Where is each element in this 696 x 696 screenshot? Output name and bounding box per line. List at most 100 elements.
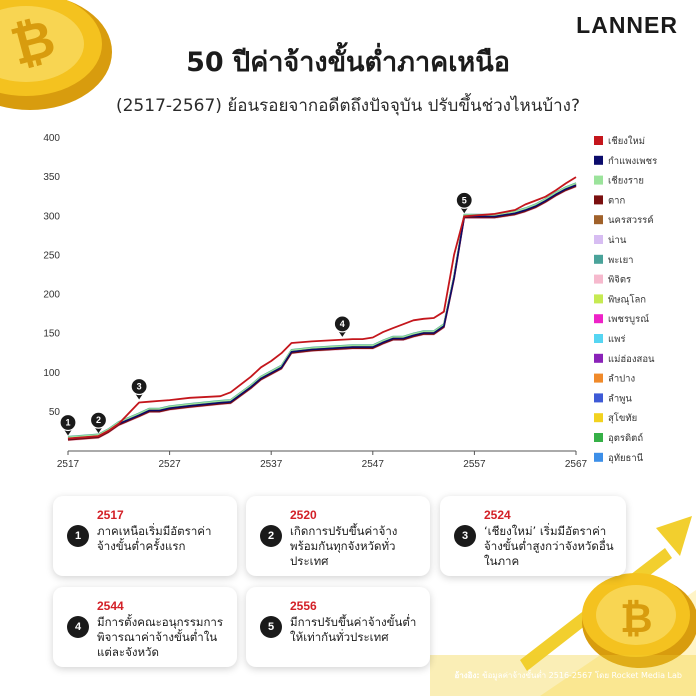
event-number: 4	[67, 616, 89, 638]
event-text: มีการปรับขึ้นค่าจ้างขั้นต่ำให้เท่ากันทั่…	[290, 615, 417, 644]
marker-label: 5	[462, 195, 467, 205]
event-text: ภาคเหนือเริ่มมีอัตราค่าจ้างขั้นต่ำครั้งแ…	[97, 524, 212, 553]
series-line	[67, 184, 577, 440]
legend-swatch	[594, 294, 603, 304]
legend-label: แม่ฮ่องสอน	[608, 354, 655, 365]
legend-label: ลำพูน	[608, 393, 632, 404]
marker-pointer	[64, 429, 72, 436]
legend-label: แพร่	[608, 334, 626, 345]
legend-swatch	[594, 274, 603, 284]
series-line	[67, 183, 577, 439]
brand-logo: LANNER	[576, 12, 678, 38]
event-card-4: 4 2544 มีการตั้งคณะอนุกรรมการพิจารณาค่าจ…	[53, 587, 237, 667]
coin-bottom-right-icon: ₿	[582, 573, 696, 668]
source-text: ข้อมูลค่าจ้างขั้นต่ำ 2516-2567 โดย Rocke…	[482, 671, 682, 680]
series-line	[67, 182, 577, 438]
legend-swatch	[594, 235, 603, 244]
x-tick-label: 2557	[463, 459, 486, 470]
event-marker-4: 4	[333, 315, 351, 337]
series-line-chiangmai	[67, 176, 577, 440]
y-tick-label: 250	[43, 250, 60, 261]
coin-top-left-icon: ₿	[0, 0, 112, 110]
series-line	[67, 182, 577, 438]
event-year: 2517	[97, 508, 124, 522]
source-note: อ้างอิง: ข้อมูลค่าจ้างขั้นต่ำ 2516-2567 …	[454, 669, 682, 682]
event-year: 2524	[484, 508, 511, 522]
event-marker-5: 5	[455, 191, 473, 214]
legend-label: กำแพงเพชร	[608, 156, 657, 167]
event-card-1: 1 2517 ภาคเหนือเริ่มมีอัตราค่าจ้างขั้นต่…	[53, 496, 237, 576]
legend-swatch	[594, 373, 603, 383]
x-tick-label: 2567	[565, 459, 588, 470]
marker-circle	[333, 315, 351, 333]
legend-label: พิษณุโลก	[608, 293, 646, 305]
legend-label: ตาก	[608, 195, 626, 206]
event-card-3: 3 2524 ‘เชียงใหม่’ เริ่มมีอัตราค่าจ้างขั…	[440, 496, 626, 576]
marker-label: 3	[137, 381, 142, 391]
legend-swatch	[594, 452, 603, 462]
page-subtitle: (2517-2567) ย้อนรอยจากอดีตถึงปัจจุบัน ปร…	[115, 96, 580, 116]
event-card-2: 2 2520 เกิดการปรับขึ้นค่าจ้างพร้อมกันทุก…	[246, 496, 430, 576]
marker-pointer	[135, 393, 144, 400]
legend-label: น่าน	[608, 235, 627, 246]
marker-circle	[89, 411, 108, 429]
marker-label: 2	[96, 415, 101, 425]
source-label: อ้างอิง:	[454, 671, 480, 680]
legend-label: นครสวรรค์	[608, 214, 654, 226]
event-text: เกิดการปรับขึ้นค่าจ้างพร้อมกันทุกจังหวัด…	[290, 524, 398, 568]
x-tick-label: 2527	[158, 459, 181, 470]
event-marker-3: 3	[130, 377, 148, 400]
marker-pointer	[94, 427, 103, 434]
legend-swatch	[594, 175, 603, 185]
event-number: 3	[454, 525, 476, 547]
event-marker-2: 2	[89, 411, 108, 434]
event-text: ‘เชียงใหม่’ เริ่มมีอัตราค่าจ้างขั้นต่ำสู…	[484, 524, 614, 568]
chart-legend: เชียงใหม่กำแพงเพชรเชียงรายตากนครสวรรค์น่…	[594, 135, 657, 464]
event-number: 5	[260, 616, 282, 638]
y-tick-label: 100	[43, 368, 60, 379]
wage-line-chart: 50 100 150 200 250 300 350 400 2517 2527 2537 2547 2…	[43, 133, 657, 470]
legend-label: อุตรดิตถ์	[608, 432, 643, 444]
page-title: 50 ปีค่าจ้างขั้นต่ำภาคเหนือ	[186, 47, 510, 78]
chart-axes: 50 100 150 200 250 300 350 400 2517 2527 2537 2547 2…	[43, 133, 587, 470]
legend-swatch	[594, 155, 603, 165]
y-tick-label: 300	[43, 211, 60, 222]
marker-circle	[59, 413, 77, 432]
legend-swatch	[594, 195, 603, 205]
legend-swatch	[594, 353, 603, 363]
marker-circle	[455, 191, 473, 209]
x-tick-label: 2547	[362, 459, 385, 470]
y-tick-label: 150	[43, 329, 60, 340]
legend-label: พะเยา	[608, 255, 634, 266]
series-line	[67, 182, 577, 438]
legend-swatch	[594, 254, 603, 264]
legend-swatch	[594, 433, 603, 442]
y-tick-label: 400	[43, 133, 60, 144]
y-tick-label: 200	[43, 290, 60, 301]
svg-text:₿: ₿	[620, 597, 653, 641]
legend-swatch	[594, 413, 603, 423]
legend-label: เชียงใหม่	[608, 135, 645, 147]
legend-swatch	[594, 334, 603, 343]
series-line	[67, 184, 577, 440]
marker-pointer	[460, 207, 469, 214]
legend-label: เพชรบูรณ์	[608, 313, 649, 325]
series-line	[67, 183, 577, 439]
marker-pointer	[338, 330, 347, 337]
legend-label: พิจิตร	[608, 275, 631, 286]
legend-label: ลำปาง	[608, 374, 635, 385]
event-number: 2	[260, 525, 282, 547]
event-marker-1: 1	[59, 413, 77, 436]
x-tick-label: 2517	[57, 459, 80, 470]
event-card-5: 5 2556 มีการปรับขึ้นค่าจ้างขั้นต่ำให้เท่…	[246, 587, 430, 667]
series-line	[67, 184, 577, 440]
series-line	[67, 183, 577, 439]
event-year: 2520	[290, 508, 317, 522]
marker-label: 4	[340, 319, 345, 329]
marker-circle	[130, 377, 148, 396]
y-tick-label: 50	[49, 407, 61, 418]
chart-lines	[67, 176, 577, 442]
legend-swatch	[594, 136, 603, 145]
event-text: มีการตั้งคณะอนุกรรมการพิจารณาค่าจ้างขั้น…	[97, 615, 224, 659]
